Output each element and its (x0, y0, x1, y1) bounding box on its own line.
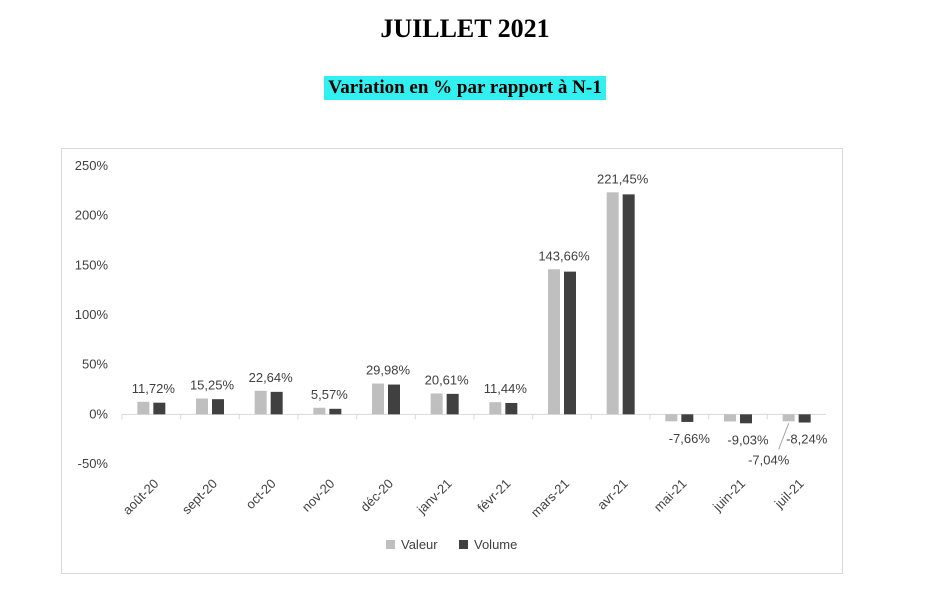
x-tick-label: janv-21 (413, 476, 454, 517)
data-label: 221,45% (597, 171, 649, 186)
leader-line (778, 423, 790, 450)
data-label: 11,44% (484, 381, 528, 396)
bar-valeur (196, 398, 208, 415)
x-tick-label: déc-20 (357, 476, 396, 515)
x-tick-label: mai-21 (651, 476, 690, 515)
bar-volume (388, 384, 400, 415)
x-tick-label: oct-20 (243, 476, 279, 512)
legend-swatch-valeur (386, 540, 395, 549)
y-tick-label: 100% (75, 307, 109, 322)
data-label: 15,25% (190, 378, 235, 393)
legend-swatch-volume (459, 540, 468, 549)
data-label: -8,24% (786, 432, 828, 447)
data-label: 20,61% (425, 372, 470, 387)
legend-label-valeur: Valeur (401, 537, 438, 552)
bar-volume (798, 414, 811, 423)
bar-volume (740, 414, 752, 424)
bar-volume (329, 408, 342, 415)
bar-valeur (665, 414, 678, 422)
chart-subtitle: Variation en % par rapport à N-1 (324, 76, 606, 100)
chart-frame (61, 148, 843, 574)
bar-valeur (548, 269, 560, 415)
bar-volume (564, 271, 576, 415)
bar-volume (446, 393, 459, 415)
x-tick-label: févr-21 (474, 476, 513, 515)
x-tick-label: mars-21 (528, 476, 572, 520)
y-tick-label: -50% (78, 456, 109, 471)
bar-volume (212, 399, 224, 415)
y-tick-label: 200% (75, 208, 109, 223)
x-tick-label: juin-21 (709, 476, 748, 515)
legend-label-volume: Volume (474, 537, 517, 552)
bar-valeur (724, 414, 736, 422)
y-tick-label: 150% (75, 257, 109, 272)
x-tick-label: août-20 (120, 476, 162, 518)
data-label: 22,64% (249, 370, 294, 385)
data-label: -9,03% (727, 432, 769, 447)
x-tick-label: juil-21 (771, 476, 807, 512)
bar-volume (681, 414, 694, 422)
bar-valeur (430, 393, 443, 415)
x-tick-label: avr-21 (594, 476, 631, 513)
bar-valeur (782, 414, 795, 422)
bar-valeur (254, 390, 267, 415)
y-tick-label: 0% (89, 406, 108, 421)
y-tick-label: 250% (75, 158, 109, 173)
y-tick-label: 50% (82, 357, 108, 372)
bar-volume (505, 402, 518, 415)
bar-valeur (606, 192, 619, 415)
chart-title: JUILLET 2021 (380, 14, 550, 43)
bar-valeur (313, 407, 326, 415)
data-label: 11,72% (132, 381, 176, 396)
bar-valeur (489, 402, 502, 415)
bar-volume (622, 194, 635, 415)
data-label: 5,57% (311, 387, 348, 402)
x-tick-label: nov-20 (299, 476, 338, 515)
data-label: 29,98% (366, 363, 411, 378)
data-label: -7,66% (669, 431, 711, 446)
data-label: -7,04% (748, 452, 790, 467)
bar-volume (270, 391, 283, 415)
bar-valeur (372, 383, 384, 415)
bar-valeur (137, 401, 150, 415)
x-tick-label: sept-20 (179, 476, 220, 517)
data-label: 143,66% (538, 248, 590, 263)
bar-volume (153, 402, 166, 415)
